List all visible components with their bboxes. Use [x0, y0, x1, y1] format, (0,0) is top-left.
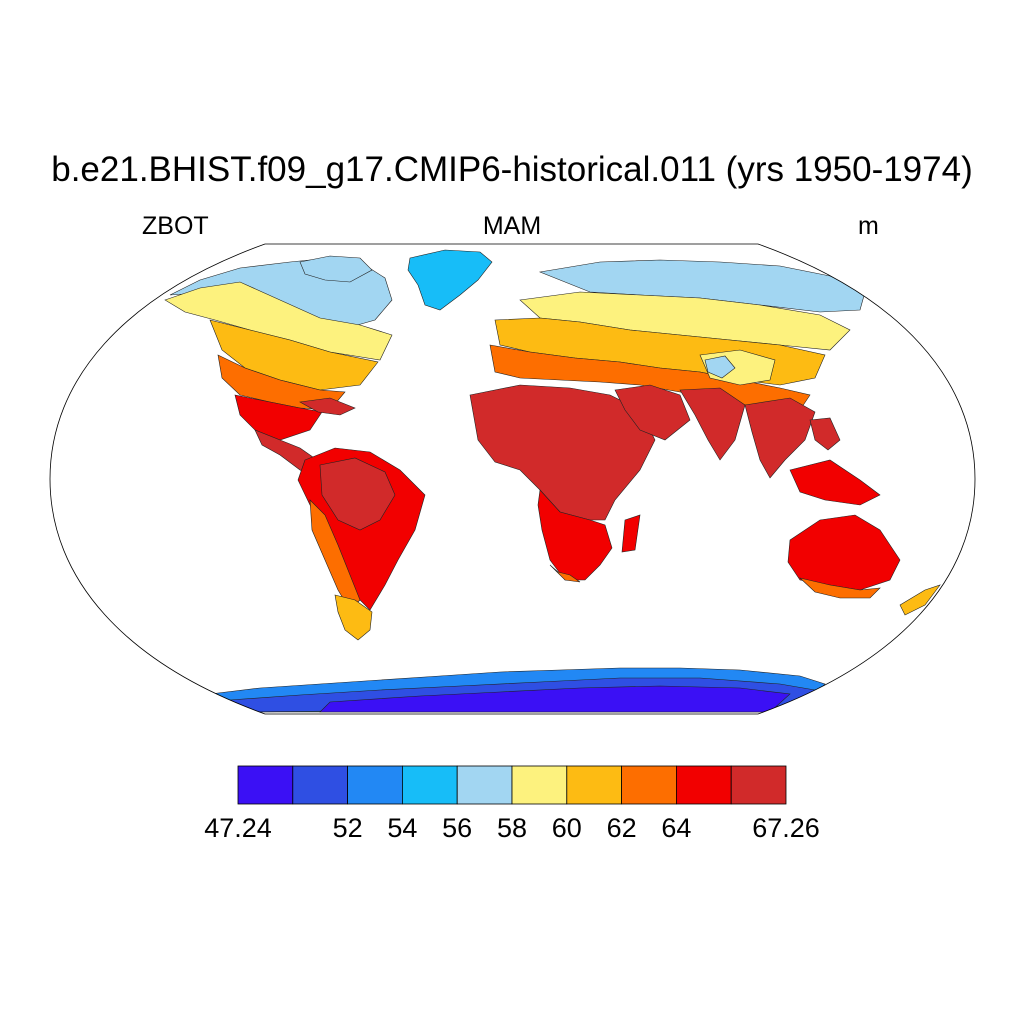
colorbar-tick-label: 62: [606, 813, 637, 843]
colorbar-tick-label: 47.24: [204, 813, 272, 843]
colorbar-box: [347, 765, 403, 805]
colorbar-tick-label: 67.26: [752, 813, 820, 843]
south-america: [297, 447, 426, 641]
units-label: m: [858, 212, 879, 240]
colorbar-box: [511, 765, 568, 805]
plot-title: b.e21.BHIST.f09_g17.CMIP6-historical.011…: [51, 150, 973, 189]
map-frame: [49, 243, 976, 715]
colorbar: [237, 765, 787, 805]
land-fields: [164, 249, 941, 713]
colorbar-box: [566, 765, 622, 805]
australia: [787, 514, 941, 616]
colorbar-box: [292, 765, 348, 805]
colorbar-tick-label: 56: [442, 813, 473, 843]
antarctica: [208, 667, 826, 713]
colorbar-tick-label: 64: [661, 813, 692, 843]
variable-label: ZBOT: [142, 212, 209, 240]
eurasia: [489, 259, 866, 411]
colorbar-tick-label: 52: [332, 813, 363, 843]
southeast-asia: [744, 397, 881, 506]
colorbar-tick-label: 58: [496, 813, 528, 843]
colorbar-box: [237, 765, 294, 805]
colorbar-box: [730, 765, 787, 805]
greenland: [299, 249, 493, 311]
colorbar-box: [621, 765, 677, 805]
north-america: [164, 257, 393, 485]
colorbar-box: [401, 765, 458, 805]
colorbar-tick-label: 60: [551, 813, 582, 843]
colorbar-box: [456, 765, 513, 805]
colorbar-tick-label: 54: [387, 813, 418, 843]
colorbar-box: [676, 765, 732, 805]
africa: [469, 384, 746, 583]
season-label: MAM: [482, 212, 542, 240]
